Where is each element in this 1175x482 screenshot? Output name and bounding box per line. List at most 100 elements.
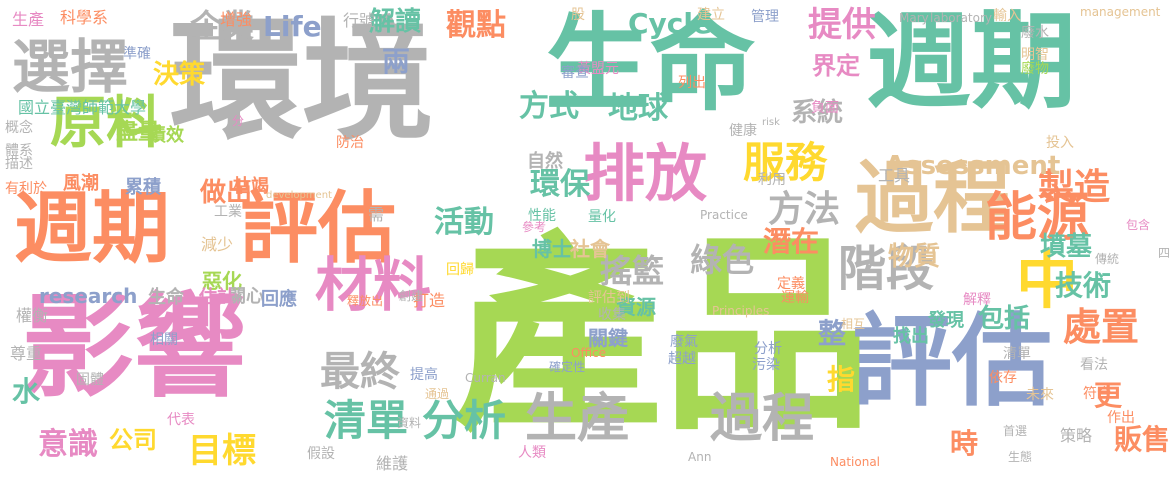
cloud-word: Curran bbox=[465, 371, 506, 385]
cloud-word: 環保 bbox=[530, 167, 590, 202]
cloud-word: Practice bbox=[700, 208, 748, 222]
cloud-word: Office bbox=[571, 346, 607, 360]
cloud-word: 減少 bbox=[201, 235, 234, 254]
cloud-word: 需 bbox=[368, 205, 385, 224]
cloud-word: 提高 bbox=[410, 367, 438, 383]
cloud-word: Principles bbox=[712, 304, 770, 318]
cloud-word: 過程 bbox=[855, 154, 1012, 244]
cloud-word: 最終 bbox=[320, 349, 400, 395]
cloud-word: 清單 bbox=[1003, 346, 1031, 362]
cloud-word: 公司 bbox=[109, 426, 157, 454]
cloud-word: 界定 bbox=[812, 52, 860, 80]
cloud-word: 創建 bbox=[399, 289, 424, 303]
cloud-word: 估計 bbox=[199, 287, 235, 308]
cloud-word: 利用 bbox=[758, 172, 786, 188]
cloud-word: 產品 bbox=[452, 214, 873, 459]
cloud-word: 打造 bbox=[413, 291, 446, 310]
cloud-word: 企業 bbox=[190, 7, 255, 45]
cloud-word: 準確 bbox=[123, 46, 151, 62]
cloud-word: 週期 bbox=[866, 1, 1077, 123]
cloud-word: 回應 bbox=[261, 289, 297, 310]
cloud-word: 潛在 bbox=[763, 225, 820, 258]
cloud-word: 廢物 bbox=[1021, 61, 1049, 77]
cloud-word: 累積 bbox=[125, 177, 161, 198]
cloud-word: 能源 bbox=[985, 188, 1090, 248]
cloud-word: 定義 bbox=[777, 276, 805, 292]
cloud-word: National bbox=[830, 455, 881, 469]
cloud-word: 地球 bbox=[608, 91, 668, 126]
cloud-word: 材料 bbox=[315, 251, 432, 319]
cloud-word: Mary bbox=[899, 11, 929, 25]
cloud-word: 提供 bbox=[808, 5, 876, 45]
cloud-word: 工業 bbox=[214, 204, 242, 220]
cloud-word: 明智 bbox=[1021, 47, 1049, 63]
cloud-word: 社會 bbox=[570, 237, 610, 261]
cloud-word: 運輸 bbox=[781, 290, 809, 306]
cloud-word: 股 bbox=[571, 7, 585, 23]
cloud-word: Assessment bbox=[885, 151, 1061, 181]
cloud-word: research bbox=[39, 284, 138, 308]
cloud-word: 投入 bbox=[1046, 135, 1074, 151]
cloud-word: Cycle bbox=[628, 7, 712, 40]
cloud-word: 惡化 bbox=[202, 269, 242, 293]
cloud-word: 原料 bbox=[50, 91, 162, 156]
cloud-word: 中 bbox=[1016, 244, 1079, 317]
cloud-word: 輸入 bbox=[993, 8, 1021, 24]
cloud-word: 傳統 bbox=[1095, 252, 1120, 266]
cloud-word: 排放 bbox=[583, 137, 708, 210]
cloud-word: 生命 bbox=[148, 287, 184, 308]
cloud-word: 增強 bbox=[220, 10, 253, 29]
cloud-word: 盡量 bbox=[116, 120, 161, 145]
cloud-word: 系統 bbox=[791, 98, 844, 128]
cloud-word: 回歸 bbox=[446, 262, 474, 278]
cloud-word: 解讀 bbox=[369, 7, 422, 37]
cloud-word: 枯竭 bbox=[233, 176, 269, 197]
cloud-word: 行號 bbox=[343, 11, 376, 30]
cloud-word: 處置 bbox=[1063, 305, 1140, 349]
cloud-word: 生命 bbox=[545, 3, 756, 125]
cloud-word: 體系 bbox=[5, 143, 33, 159]
cloud-word: 維護 bbox=[376, 454, 409, 473]
cloud-word: 包括 bbox=[978, 304, 1031, 334]
cloud-word: 販售 bbox=[1114, 423, 1171, 456]
cloud-word: 看法 bbox=[1080, 357, 1108, 373]
cloud-word: 評估 bbox=[240, 184, 397, 274]
cloud-word: 關心 bbox=[228, 286, 264, 307]
cloud-word: 確定性 bbox=[549, 360, 586, 374]
cloud-word: 依存 bbox=[989, 370, 1017, 386]
cloud-word: 資源 bbox=[616, 295, 656, 319]
cloud-word: 通過 bbox=[425, 387, 450, 401]
cloud-word: 水 bbox=[12, 375, 41, 408]
cloud-word: 更 bbox=[1094, 379, 1123, 412]
cloud-word: 墳墓 bbox=[1040, 232, 1093, 262]
cloud-word: 觀點 bbox=[446, 8, 506, 43]
cloud-word: 四 bbox=[1158, 246, 1171, 260]
cloud-word: 分析 bbox=[754, 341, 782, 357]
cloud-word: 首選 bbox=[1003, 424, 1028, 438]
cloud-word: 人類 bbox=[518, 445, 546, 461]
cloud-word: 過程 bbox=[710, 389, 815, 449]
cloud-word: 固體 bbox=[76, 372, 104, 388]
cloud-word: 方式 bbox=[519, 89, 579, 124]
cloud-word: 活動 bbox=[434, 205, 494, 240]
cloud-word: 策略 bbox=[1060, 426, 1093, 445]
cloud-word: 科學系 bbox=[60, 8, 109, 27]
cloud-word: 建立 bbox=[697, 7, 725, 23]
cloud-word: 假設 bbox=[307, 446, 335, 462]
cloud-word: 綠色 bbox=[690, 241, 755, 279]
cloud-word: 黃盟元 bbox=[577, 61, 619, 77]
cloud-word: 時 bbox=[950, 427, 979, 460]
cloud-word: 生態 bbox=[1008, 450, 1033, 464]
cloud-word: 污染 bbox=[752, 357, 780, 373]
cloud-word: 指 bbox=[827, 363, 856, 396]
cloud-word: 參考 bbox=[522, 220, 547, 234]
cloud-word: 符合 bbox=[1083, 386, 1111, 402]
cloud-word: 健康 bbox=[729, 123, 757, 139]
cloud-word: 決策 bbox=[153, 60, 206, 90]
cloud-word: 兩 bbox=[382, 45, 411, 78]
cloud-word: 風潮 bbox=[63, 173, 99, 194]
cloud-word: 作出 bbox=[1107, 410, 1135, 426]
cloud-word: laboratory bbox=[930, 11, 993, 25]
cloud-word: 相互 bbox=[841, 317, 866, 331]
